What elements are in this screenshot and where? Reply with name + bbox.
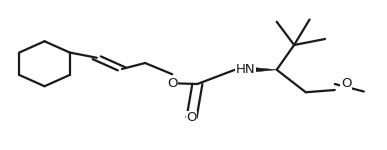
Polygon shape [253, 68, 277, 72]
Text: O: O [167, 77, 178, 90]
Text: HN: HN [236, 63, 255, 76]
Text: O: O [341, 77, 352, 90]
Text: O: O [186, 111, 197, 124]
